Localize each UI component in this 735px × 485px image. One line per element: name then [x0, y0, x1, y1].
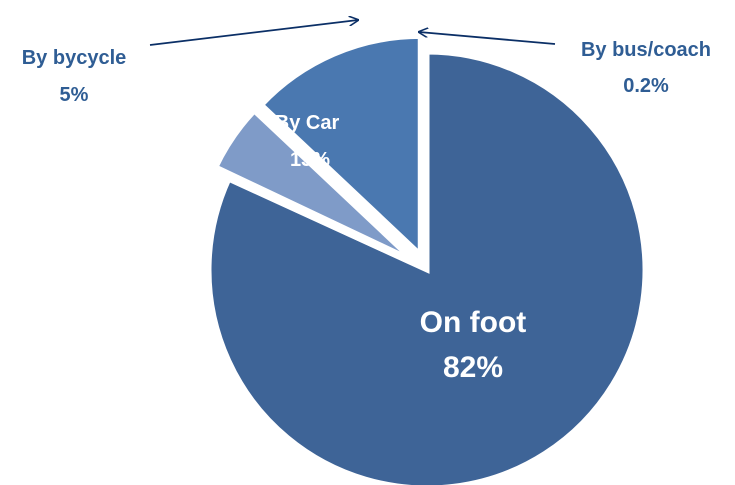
- slice-value-on-foot: 82%: [443, 351, 503, 384]
- pie-slices: [206, 33, 648, 485]
- slice-value-bycycle: 5%: [60, 84, 89, 106]
- slice-label-bus: By bus/coach: [581, 39, 711, 61]
- slice-label-on-foot: On foot: [420, 306, 527, 339]
- slice-value-car: 13%: [290, 149, 330, 171]
- pie-slice-by-car: [258, 33, 423, 261]
- slice-label-car: By Car: [275, 112, 340, 134]
- pie-slice-by-bycycle: [212, 107, 415, 263]
- leader-arrow-bycycle: [149, 20, 358, 46]
- pie-slice-on-foot: [206, 49, 648, 485]
- slice-label-bycycle: By bycycle: [22, 47, 127, 69]
- slice-value-bus: 0.2%: [623, 75, 669, 97]
- leader-arrow-bus: [419, 32, 556, 45]
